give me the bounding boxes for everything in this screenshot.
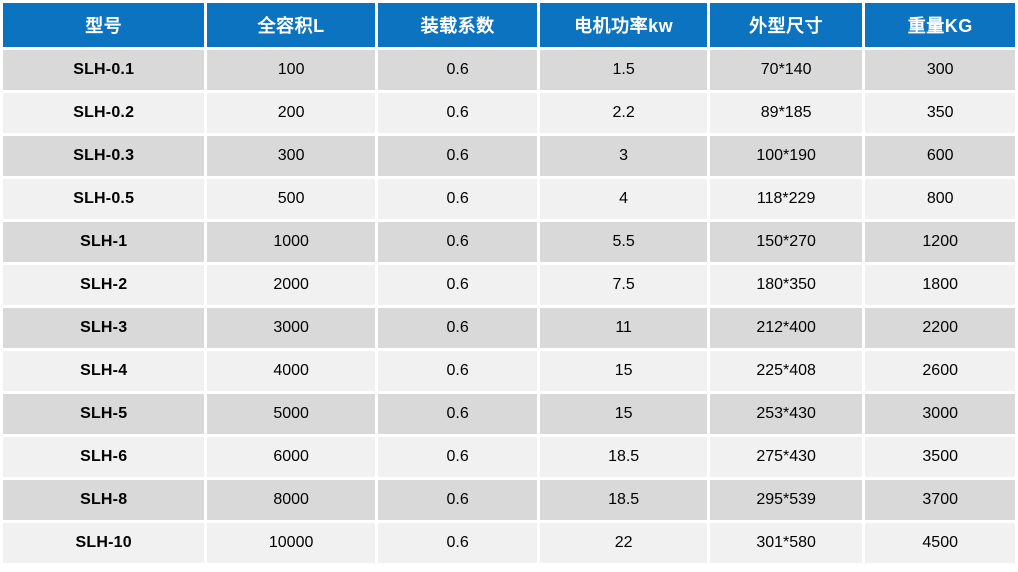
value-cell: 350 bbox=[865, 93, 1015, 133]
value-cell: 2.2 bbox=[540, 93, 707, 133]
value-cell: 1000 bbox=[207, 222, 375, 262]
table-row: SLH-0.3 300 0.6 3 100*190 600 bbox=[3, 136, 1015, 176]
value-cell: 4 bbox=[540, 179, 707, 219]
value-cell: 6000 bbox=[207, 437, 375, 477]
column-header: 重量KG bbox=[865, 3, 1015, 47]
column-header: 外型尺寸 bbox=[709, 3, 863, 47]
value-cell: 0.6 bbox=[377, 523, 538, 563]
value-cell: 0.6 bbox=[377, 437, 538, 477]
value-cell: 0.6 bbox=[377, 265, 538, 305]
value-cell: 3000 bbox=[865, 394, 1015, 434]
value-cell: 1800 bbox=[865, 265, 1015, 305]
value-cell: 0.6 bbox=[377, 136, 538, 176]
model-cell: SLH-0.1 bbox=[3, 50, 205, 90]
column-header: 型号 bbox=[3, 3, 205, 47]
table-row: SLH-1 1000 0.6 5.5 150*270 1200 bbox=[3, 222, 1015, 262]
value-cell: 0.6 bbox=[377, 93, 538, 133]
value-cell: 600 bbox=[865, 136, 1015, 176]
model-cell: SLH-0.5 bbox=[3, 179, 205, 219]
header-row: 型号 全容积L 装载系数 电机功率kw 外型尺寸 重量KG bbox=[3, 3, 1015, 47]
value-cell: 0.6 bbox=[377, 394, 538, 434]
value-cell: 4500 bbox=[865, 523, 1015, 563]
value-cell: 200 bbox=[207, 93, 375, 133]
model-cell: SLH-0.3 bbox=[3, 136, 205, 176]
table-row: SLH-8 8000 0.6 18.5 295*539 3700 bbox=[3, 480, 1015, 520]
column-header: 装载系数 bbox=[377, 3, 538, 47]
value-cell: 18.5 bbox=[540, 437, 707, 477]
column-header: 电机功率kw bbox=[540, 3, 707, 47]
value-cell: 0.6 bbox=[377, 308, 538, 348]
value-cell: 212*400 bbox=[709, 308, 863, 348]
value-cell: 100*190 bbox=[709, 136, 863, 176]
value-cell: 11 bbox=[540, 308, 707, 348]
value-cell: 253*430 bbox=[709, 394, 863, 434]
value-cell: 100 bbox=[207, 50, 375, 90]
table-row: SLH-4 4000 0.6 15 225*408 2600 bbox=[3, 351, 1015, 391]
value-cell: 3000 bbox=[207, 308, 375, 348]
value-cell: 70*140 bbox=[709, 50, 863, 90]
value-cell: 15 bbox=[540, 394, 707, 434]
value-cell: 15 bbox=[540, 351, 707, 391]
value-cell: 150*270 bbox=[709, 222, 863, 262]
value-cell: 18.5 bbox=[540, 480, 707, 520]
value-cell: 1.5 bbox=[540, 50, 707, 90]
value-cell: 2000 bbox=[207, 265, 375, 305]
column-header: 全容积L bbox=[207, 3, 375, 47]
value-cell: 800 bbox=[865, 179, 1015, 219]
value-cell: 3500 bbox=[865, 437, 1015, 477]
model-cell: SLH-8 bbox=[3, 480, 205, 520]
value-cell: 2200 bbox=[865, 308, 1015, 348]
table-row: SLH-6 6000 0.6 18.5 275*430 3500 bbox=[3, 437, 1015, 477]
value-cell: 275*430 bbox=[709, 437, 863, 477]
value-cell: 118*229 bbox=[709, 179, 863, 219]
value-cell: 3700 bbox=[865, 480, 1015, 520]
value-cell: 8000 bbox=[207, 480, 375, 520]
value-cell: 0.6 bbox=[377, 222, 538, 262]
model-cell: SLH-3 bbox=[3, 308, 205, 348]
model-cell: SLH-4 bbox=[3, 351, 205, 391]
value-cell: 5.5 bbox=[540, 222, 707, 262]
value-cell: 0.6 bbox=[377, 179, 538, 219]
table-row: SLH-2 2000 0.6 7.5 180*350 1800 bbox=[3, 265, 1015, 305]
value-cell: 2600 bbox=[865, 351, 1015, 391]
model-cell: SLH-6 bbox=[3, 437, 205, 477]
value-cell: 0.6 bbox=[377, 50, 538, 90]
value-cell: 4000 bbox=[207, 351, 375, 391]
model-cell: SLH-1 bbox=[3, 222, 205, 262]
value-cell: 3 bbox=[540, 136, 707, 176]
model-cell: SLH-10 bbox=[3, 523, 205, 563]
value-cell: 500 bbox=[207, 179, 375, 219]
value-cell: 301*580 bbox=[709, 523, 863, 563]
value-cell: 22 bbox=[540, 523, 707, 563]
model-cell: SLH-2 bbox=[3, 265, 205, 305]
value-cell: 300 bbox=[865, 50, 1015, 90]
model-cell: SLH-0.2 bbox=[3, 93, 205, 133]
value-cell: 300 bbox=[207, 136, 375, 176]
value-cell: 10000 bbox=[207, 523, 375, 563]
value-cell: 1200 bbox=[865, 222, 1015, 262]
value-cell: 5000 bbox=[207, 394, 375, 434]
table-row: SLH-3 3000 0.6 11 212*400 2200 bbox=[3, 308, 1015, 348]
value-cell: 0.6 bbox=[377, 351, 538, 391]
table-row: SLH-0.5 500 0.6 4 118*229 800 bbox=[3, 179, 1015, 219]
model-cell: SLH-5 bbox=[3, 394, 205, 434]
value-cell: 0.6 bbox=[377, 480, 538, 520]
table-row: SLH-0.2 200 0.6 2.2 89*185 350 bbox=[3, 93, 1015, 133]
value-cell: 89*185 bbox=[709, 93, 863, 133]
table-body: SLH-0.1 100 0.6 1.5 70*140 300 SLH-0.2 200 0.6 2.… bbox=[3, 50, 1015, 563]
value-cell: 180*350 bbox=[709, 265, 863, 305]
value-cell: 7.5 bbox=[540, 265, 707, 305]
value-cell: 295*539 bbox=[709, 480, 863, 520]
table-row: SLH-0.1 100 0.6 1.5 70*140 300 bbox=[3, 50, 1015, 90]
value-cell: 225*408 bbox=[709, 351, 863, 391]
table-row: SLH-5 5000 0.6 15 253*430 3000 bbox=[3, 394, 1015, 434]
table-row: SLH-10 10000 0.6 22 301*580 4500 bbox=[3, 523, 1015, 563]
